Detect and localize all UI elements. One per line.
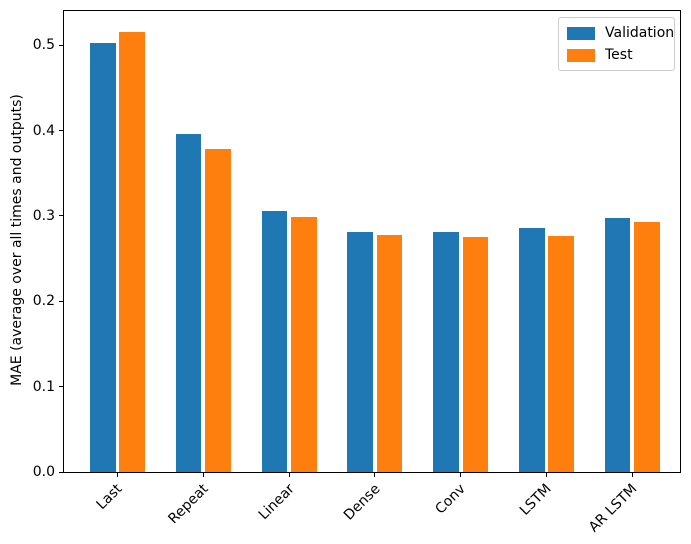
x-tick-label-ar-lstm: AR LSTM xyxy=(586,481,641,536)
legend-item-validation: Validation xyxy=(567,25,674,41)
y-tick-label: 0.5 xyxy=(32,37,55,54)
bar-validation-dense xyxy=(347,232,373,472)
y-tick-label: 0.2 xyxy=(32,293,55,310)
x-tick-mark xyxy=(374,473,376,477)
y-tick-label: 0.1 xyxy=(32,378,55,395)
x-tick-label-last: Last xyxy=(93,481,126,513)
legend-swatch-test xyxy=(567,48,595,62)
x-tick-label-repeat: Repeat xyxy=(165,481,212,528)
x-tick-mark xyxy=(202,473,204,477)
bar-validation-linear xyxy=(261,210,288,472)
y-tick-mark xyxy=(59,471,63,473)
legend-label-test: Test xyxy=(605,47,633,63)
bar-validation-lstm xyxy=(518,227,545,472)
y-tick-mark xyxy=(59,300,63,302)
bar-validation-conv xyxy=(433,232,459,472)
bar-test-ar-lstm xyxy=(634,221,660,472)
bar-test-conv xyxy=(462,237,489,472)
x-tick-label-dense: Dense xyxy=(340,481,384,524)
plot-area xyxy=(63,10,681,473)
x-tick-mark xyxy=(460,473,462,477)
bar-validation-repeat xyxy=(175,133,202,472)
x-tick-label-linear: Linear xyxy=(255,481,298,524)
legend-label-validation: Validation xyxy=(605,25,675,41)
y-tick-mark xyxy=(59,44,63,46)
y-tick-label: 0.4 xyxy=(32,122,55,139)
y-tick-mark xyxy=(59,130,63,132)
legend-swatch-validation xyxy=(567,26,595,40)
x-tick-mark xyxy=(546,473,547,477)
y-tick-label: 0.0 xyxy=(32,464,55,480)
x-tick-label-lstm: LSTM xyxy=(517,481,555,519)
bar-test-dense xyxy=(376,234,403,472)
legend-item-test: Test xyxy=(567,47,666,63)
bar-test-last xyxy=(119,31,146,472)
bar-test-linear xyxy=(291,216,317,472)
bar-test-lstm xyxy=(548,235,575,472)
bar-validation-ar-lstm xyxy=(604,217,631,472)
y-tick-label: 0.3 xyxy=(32,207,55,224)
y-tick-mark xyxy=(59,386,63,388)
x-tick-mark xyxy=(631,473,633,477)
x-tick-mark xyxy=(288,473,290,477)
bar-validation-last xyxy=(89,43,116,472)
bar-test-repeat xyxy=(205,149,231,472)
y-tick-mark xyxy=(59,215,63,217)
x-tick-mark xyxy=(117,473,118,477)
legend: Validation Test xyxy=(558,17,675,71)
x-tick-label-conv: Conv xyxy=(432,481,470,518)
